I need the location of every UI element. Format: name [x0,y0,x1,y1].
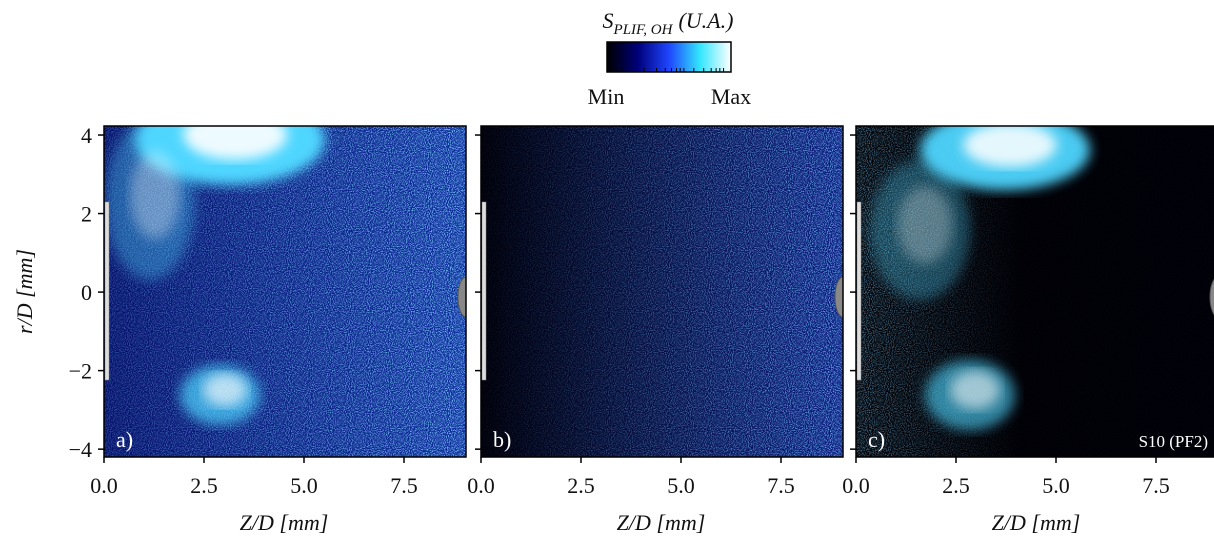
x-tick-label: 0.0 [842,473,870,498]
x-tick-label: 5.0 [290,473,318,498]
x-tick-label: 7.5 [1142,473,1170,498]
panel-label: a) [116,427,133,452]
x-axis-label: Z/D [mm] [617,510,706,535]
wall-marker [457,276,466,318]
panel-label: b) [493,427,511,452]
x-tick-label: 7.5 [390,473,418,498]
panel-label: c) [868,427,885,452]
y-axis-label: r/D [mm] [12,249,37,334]
x-tick-label: 2.5 [942,473,970,498]
colorbar-max: Max [711,84,751,109]
injector-bar [481,201,487,381]
colorbar-min: Min [588,84,625,109]
panel: 0.0 2.5 5.0 7.5 −4 −2 0 2 4 Z/D [mm] r/D [mm] a) [12,123,467,535]
y-tick-label: 2 [81,202,92,227]
image [481,126,843,457]
x-tick-label: 2.5 [190,473,218,498]
image-flame-core [950,370,1000,410]
colorbar-unit: (U.A.) [678,8,733,33]
y-tick-label: −2 [69,359,92,384]
colorbar-symbol: S [603,8,614,33]
colorbar: SPLIF, OH (U.A.) Min Max [588,8,752,109]
image [104,126,466,457]
panel: 0.0 2.5 5.0 7.5 Z/D [mm] b) [467,125,844,535]
x-tick-label: 2.5 [567,473,595,498]
injector-bar [104,201,110,381]
y-tick-label: 0 [81,280,92,305]
panel: 0.0 2.5 5.0 7.5 Z/D [mm] c) S10 (PF2) [842,125,1214,535]
wall-marker [1209,278,1214,316]
image-flame-core [963,126,1057,167]
image-flame-core [130,151,180,239]
y-tick-label: −4 [69,437,92,462]
image-flame-core [182,126,288,160]
image [856,126,1214,457]
y-tick-label: 4 [81,123,92,148]
x-tick-label: 0.0 [90,473,118,498]
x-tick-label: 5.0 [667,473,695,498]
injector-bar [856,201,862,381]
x-axis-label: Z/D [mm] [240,510,329,535]
colorbar-gradient [606,41,732,73]
image-noise [481,126,843,457]
x-tick-label: 5.0 [1042,473,1070,498]
colorbar-title: SPLIF, OH (U.A.) [603,8,734,38]
x-tick-label: 7.5 [767,473,795,498]
image-flame-core [203,373,247,407]
image-flame-core [897,186,953,264]
x-tick-label: 0.0 [467,473,495,498]
colorbar-subscript: PLIF, OH [613,22,674,38]
x-axis-label: Z/D [mm] [992,510,1081,535]
annotation: S10 (PF2) [1139,432,1208,451]
wall-marker [834,276,843,318]
